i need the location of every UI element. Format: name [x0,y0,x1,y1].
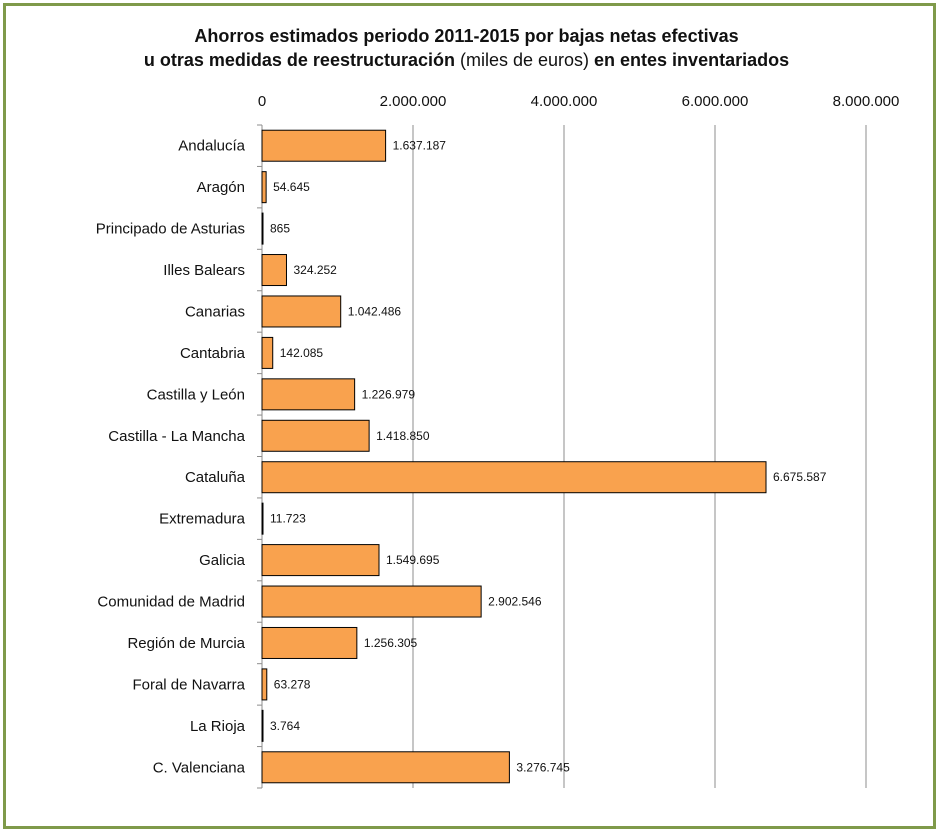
x-tick-label: 2.000.000 [380,93,447,110]
category-label: Castilla y León [147,386,245,403]
data-label: 11.723 [270,512,306,526]
x-tick-label: 6.000.000 [682,93,749,110]
category-label: Región de Murcia [127,635,245,652]
data-label: 3.764 [270,719,300,733]
category-label: Extremadura [159,511,246,528]
category-label: Foral de Navarra [132,676,245,693]
bar [261,709,264,742]
category-label: Cantabria [180,345,246,362]
data-label: 324.252 [293,263,337,277]
bar [261,668,268,701]
bar [261,461,767,494]
category-label: Illes Balears [163,262,245,279]
category-label: Aragón [197,179,245,196]
category-label: Castilla - La Mancha [108,428,245,445]
bar [261,502,264,535]
data-label: 3.276.745 [516,760,570,774]
bar [261,626,358,659]
x-tick-label: 8.000.000 [833,93,900,110]
data-label: 865 [270,222,290,236]
category-label: La Rioja [190,718,246,735]
bar [261,378,356,411]
category-label: Galicia [199,552,246,569]
chart-subtitle: u otras medidas de reestructuración (mil… [0,48,933,72]
category-label: Comunidad de Madrid [97,594,245,611]
data-label: 1.637.187 [393,139,447,153]
category-label: Andalucía [178,138,245,155]
chart-title-line2-bold-b: en entes inventariados [594,50,790,70]
chart-title-line1: Ahorros estimados periodo 2011-2015 por … [194,26,739,46]
bar [261,544,380,577]
data-label: 1.226.979 [362,387,416,401]
data-label: 142.085 [280,346,324,360]
category-label: Principado de Asturias [96,221,245,238]
bar [261,129,387,162]
category-label: Cataluña [185,469,246,486]
bar [261,295,342,328]
chart-title-line2-bold-a: u otras medidas de reestructuración [143,50,455,70]
category-label: C. Valenciana [153,759,246,776]
bar [261,171,267,204]
bar [261,419,370,452]
x-tick-label: 0 [258,93,266,110]
bar [261,336,274,369]
data-label: 54.645 [273,180,310,194]
data-label: 1.418.850 [376,429,430,443]
data-label: 2.902.546 [488,595,542,609]
bar [261,212,264,245]
data-label: 1.256.305 [364,636,418,650]
bar [261,254,287,287]
data-label: 1.042.486 [348,304,402,318]
data-label: 1.549.695 [386,553,440,567]
chart-title: Ahorros estimados periodo 2011-2015 por … [0,24,933,48]
x-tick-label: 4.000.000 [531,93,598,110]
chart-frame [3,3,936,829]
data-label: 6.675.587 [773,470,827,484]
category-label: Canarias [185,303,245,320]
data-label: 63.278 [274,677,311,691]
bar [261,585,482,618]
bar [261,751,510,784]
chart-title-unit: (miles de euros) [454,50,595,70]
